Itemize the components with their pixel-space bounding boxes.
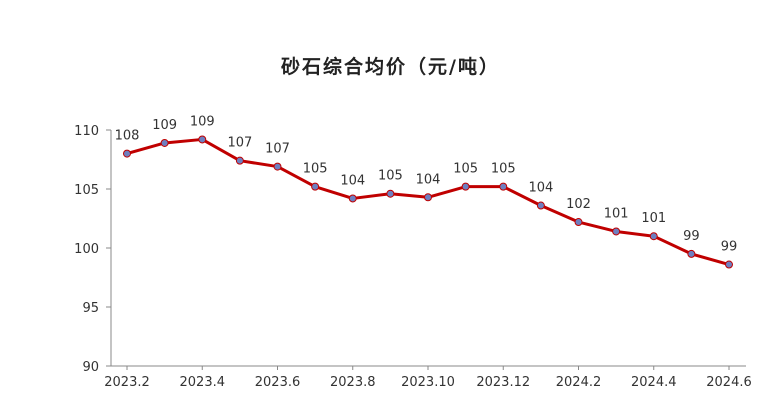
data-label: 105 bbox=[303, 162, 328, 177]
data-label: 104 bbox=[416, 172, 441, 187]
data-point bbox=[687, 249, 696, 258]
y-tick-label: 105 bbox=[74, 183, 99, 198]
data-label: 99 bbox=[683, 229, 700, 244]
x-tick-label: 2024.2 bbox=[556, 375, 602, 390]
data-label: 107 bbox=[227, 136, 252, 151]
data-label: 108 bbox=[115, 129, 140, 144]
data-label: 104 bbox=[528, 181, 553, 196]
data-point bbox=[311, 182, 320, 191]
data-point bbox=[386, 189, 395, 198]
data-label: 107 bbox=[265, 142, 290, 157]
data-point bbox=[273, 162, 282, 171]
data-label: 104 bbox=[340, 173, 365, 188]
y-tick-label: 95 bbox=[82, 301, 99, 316]
data-point bbox=[235, 156, 244, 165]
data-label: 109 bbox=[190, 114, 215, 129]
data-point bbox=[574, 218, 583, 227]
data-label: 101 bbox=[641, 211, 666, 226]
data-label: 99 bbox=[721, 240, 738, 255]
data-label: 101 bbox=[604, 206, 629, 221]
series-line bbox=[126, 137, 730, 266]
x-tick-label: 2023.2 bbox=[104, 375, 150, 390]
data-point bbox=[536, 201, 545, 210]
data-point bbox=[348, 194, 357, 203]
data-point bbox=[198, 135, 207, 144]
y-tick-label: 100 bbox=[74, 242, 99, 257]
x-tick-label: 2024.6 bbox=[706, 375, 752, 390]
data-point bbox=[160, 138, 169, 147]
x-tick-label: 2023.12 bbox=[476, 375, 530, 390]
y-tick-label: 110 bbox=[74, 124, 99, 139]
data-point bbox=[499, 182, 508, 191]
data-point bbox=[424, 193, 432, 202]
y-tick-label: 90 bbox=[82, 360, 99, 375]
chart-title: 砂石综合均价（元/吨） bbox=[281, 56, 500, 78]
x-tick-label: 2023.6 bbox=[255, 375, 301, 390]
data-label: 105 bbox=[453, 162, 478, 177]
x-tick-label: 2023.4 bbox=[180, 375, 226, 390]
data-point bbox=[612, 227, 621, 236]
x-tick-label: 2023.10 bbox=[401, 375, 455, 390]
data-label: 105 bbox=[378, 169, 403, 184]
x-tick-label: 2024.4 bbox=[631, 375, 677, 390]
data-point bbox=[461, 182, 470, 191]
data-label: 102 bbox=[566, 197, 591, 212]
data-point bbox=[725, 260, 733, 269]
data-point bbox=[649, 232, 658, 241]
data-point bbox=[123, 149, 131, 158]
data-label: 105 bbox=[491, 162, 516, 177]
data-label: 109 bbox=[152, 118, 177, 133]
x-tick-label: 2023.8 bbox=[330, 375, 376, 390]
